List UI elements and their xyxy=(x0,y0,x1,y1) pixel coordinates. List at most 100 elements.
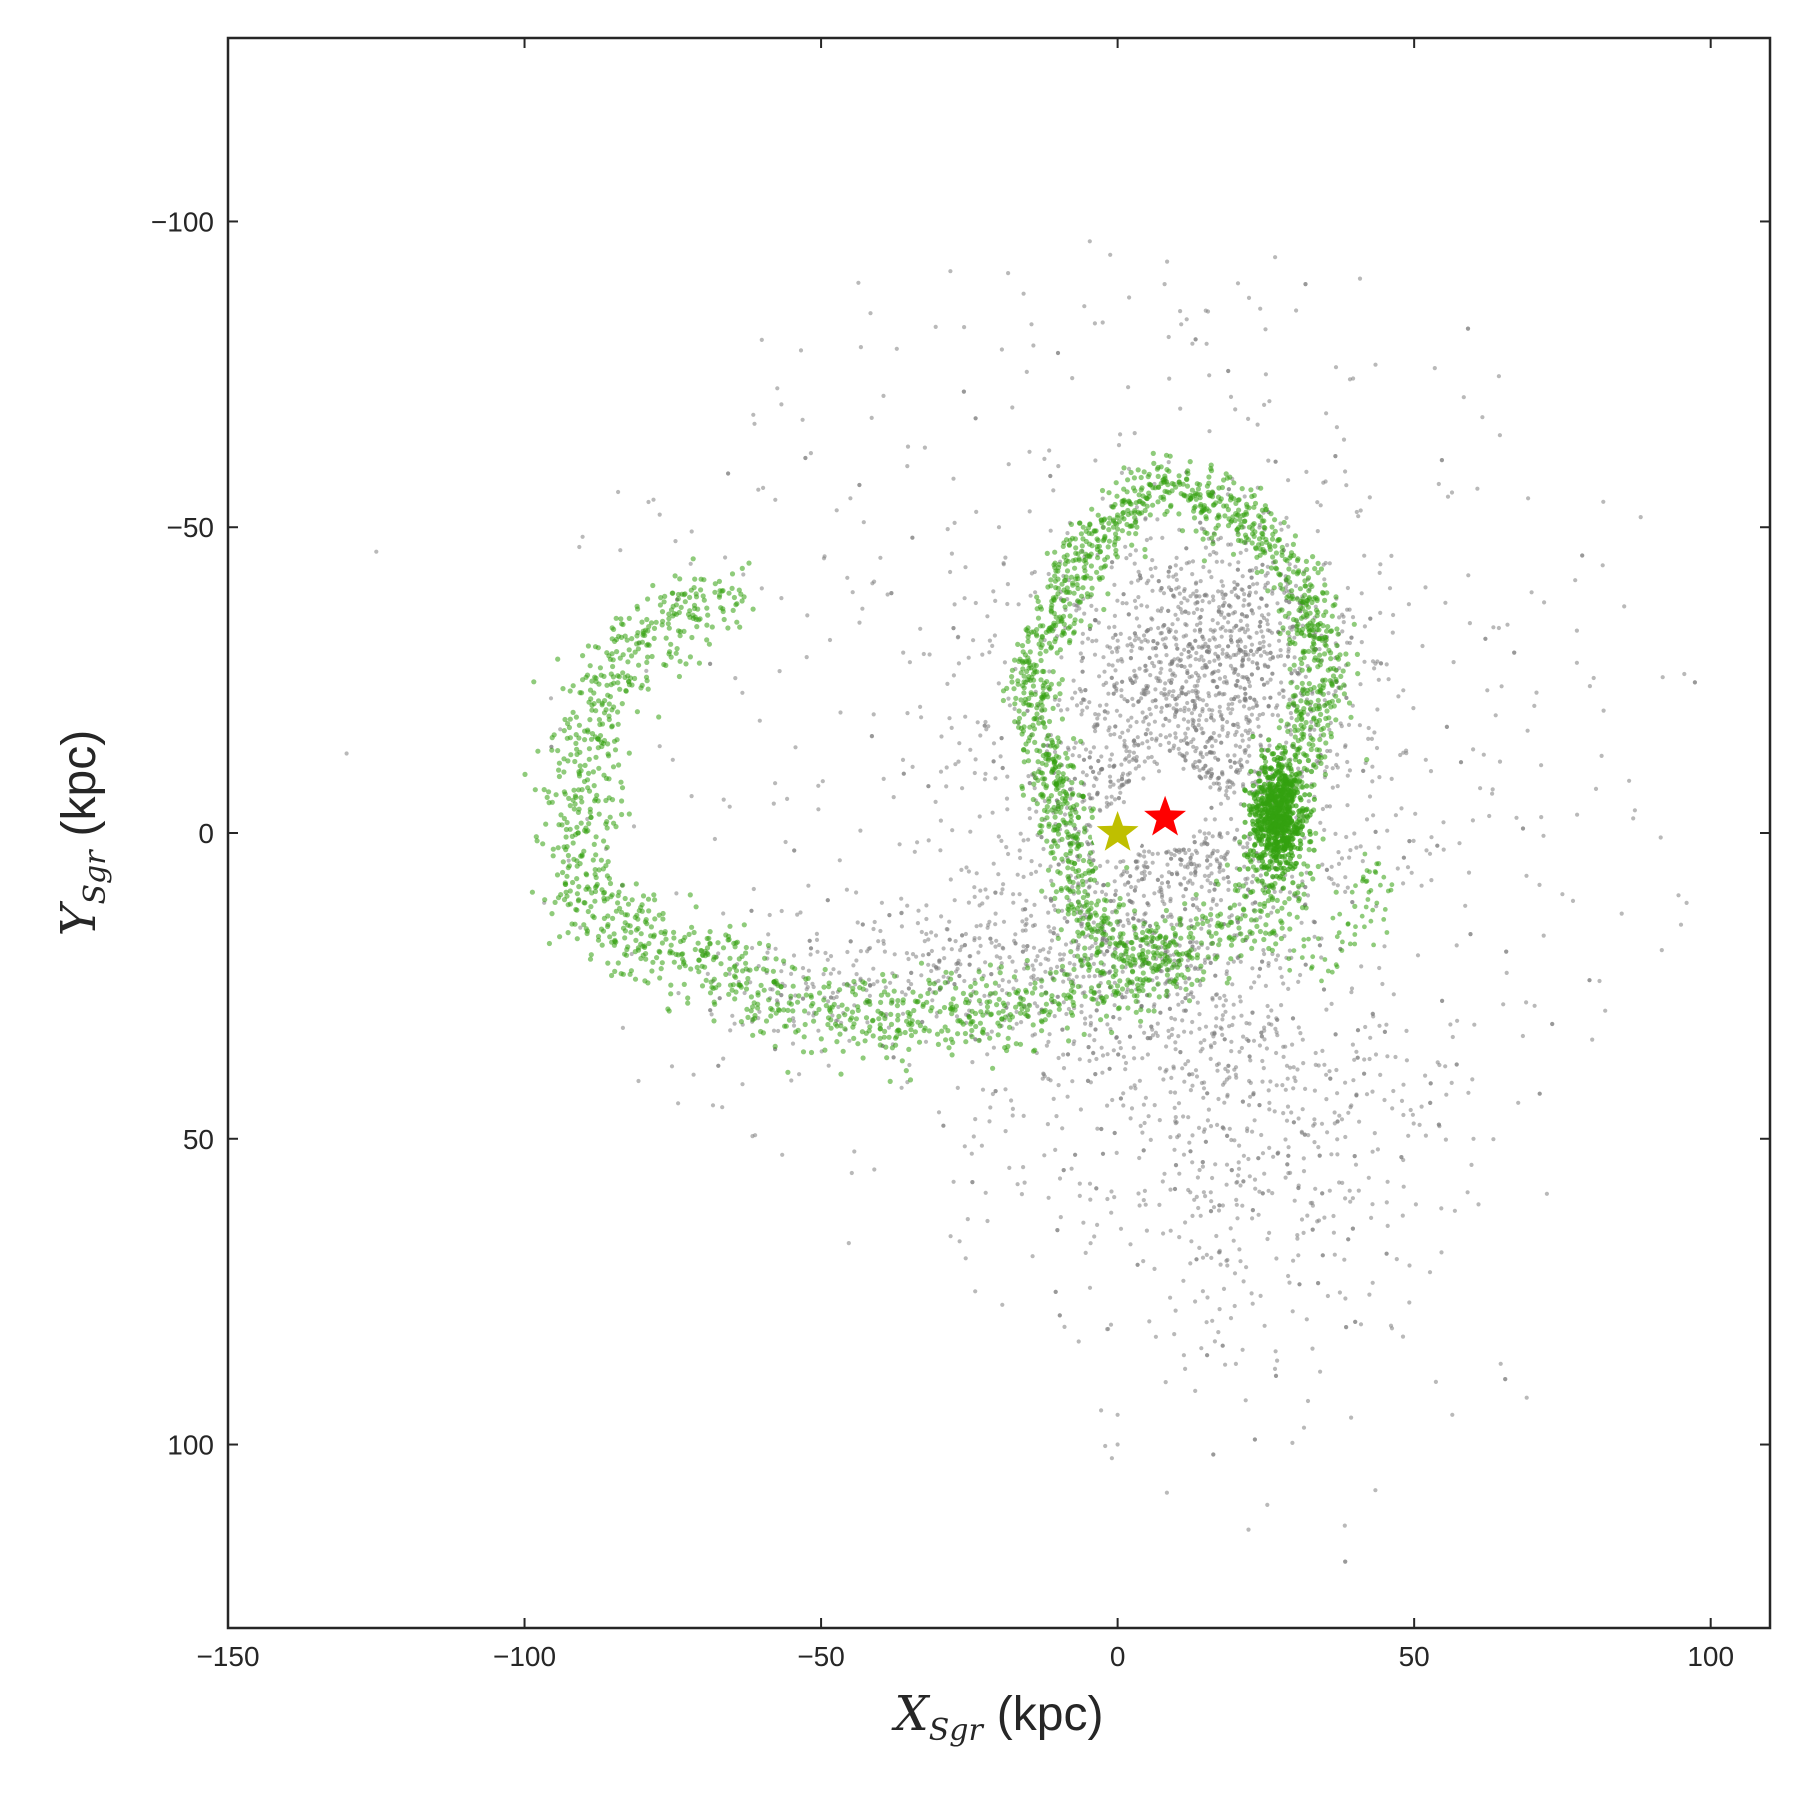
halo-point xyxy=(1228,1226,1233,1231)
halo-point xyxy=(1483,636,1488,641)
halo-point xyxy=(558,727,563,732)
halo-point xyxy=(1182,1029,1187,1034)
halo-point xyxy=(1166,1035,1172,1040)
halo-point xyxy=(1144,537,1149,543)
halo-point xyxy=(1529,590,1534,595)
halo-point xyxy=(1242,598,1247,603)
halo-point xyxy=(1094,638,1099,643)
halo-point xyxy=(1251,1038,1257,1043)
halo-point xyxy=(1111,782,1116,787)
halo-point xyxy=(1122,738,1127,743)
halo-point xyxy=(1137,624,1142,629)
halo-point xyxy=(876,939,881,944)
halo-point xyxy=(1258,619,1263,625)
halo-point xyxy=(1251,582,1256,587)
halo-point xyxy=(1132,668,1137,673)
halo-point xyxy=(1220,559,1225,564)
halo-point xyxy=(1058,1215,1063,1220)
stream-point xyxy=(881,978,887,984)
halo-point xyxy=(881,776,886,782)
halo-point xyxy=(1088,1241,1093,1246)
stream-point xyxy=(531,679,537,685)
halo-point xyxy=(1158,885,1163,890)
halo-point xyxy=(1093,729,1098,734)
halo-point xyxy=(948,569,953,575)
halo-point xyxy=(1120,969,1125,974)
halo-point xyxy=(1268,657,1273,662)
halo-point xyxy=(1186,649,1191,654)
halo-point xyxy=(1030,1254,1035,1259)
halo-point xyxy=(1207,889,1212,894)
halo-point xyxy=(1217,605,1222,610)
halo-point xyxy=(1176,724,1181,729)
halo-point xyxy=(1246,657,1251,662)
halo-point xyxy=(1132,598,1138,604)
halo-point xyxy=(1248,695,1253,700)
halo-point xyxy=(1043,969,1048,974)
halo-point xyxy=(1196,1205,1201,1211)
halo-point xyxy=(1235,1179,1240,1185)
halo-point xyxy=(1169,1032,1174,1037)
halo-point xyxy=(1197,713,1203,718)
halo-point xyxy=(993,890,998,895)
halo-point xyxy=(1377,965,1382,971)
halo-point xyxy=(1524,873,1529,878)
halo-point xyxy=(905,903,910,908)
halo-point xyxy=(1126,892,1131,897)
halo-point xyxy=(1091,920,1096,925)
halo-point xyxy=(753,1133,758,1138)
halo-point xyxy=(1094,777,1099,782)
halo-point xyxy=(1341,437,1347,442)
halo-point xyxy=(1188,663,1193,668)
halo-point xyxy=(1127,749,1132,754)
halo-point xyxy=(1167,718,1172,723)
halo-point xyxy=(1377,775,1382,780)
halo-point xyxy=(1186,707,1191,712)
halo-point xyxy=(1189,1239,1194,1244)
halo-point xyxy=(1266,1088,1271,1093)
halo-point xyxy=(1183,887,1188,892)
halo-point xyxy=(914,954,919,959)
stream-point xyxy=(687,892,693,898)
halo-point xyxy=(1242,494,1247,499)
halo-point xyxy=(1174,708,1179,713)
stream-point xyxy=(770,968,777,974)
halo-point xyxy=(1291,1258,1296,1263)
stream-point xyxy=(988,991,994,997)
halo-point xyxy=(1113,724,1118,729)
halo-point xyxy=(1207,707,1212,712)
halo-point xyxy=(1105,949,1110,954)
halo-point xyxy=(1138,576,1143,581)
halo-point xyxy=(1237,647,1242,652)
halo-point xyxy=(1217,733,1222,738)
halo-point xyxy=(899,896,904,901)
stream-point xyxy=(730,982,737,988)
halo-point xyxy=(1241,1179,1246,1184)
halo-point xyxy=(1235,281,1241,286)
halo-point xyxy=(1007,955,1012,960)
halo-point xyxy=(1112,797,1118,802)
halo-point xyxy=(972,885,977,890)
stream-point xyxy=(1202,915,1208,921)
stream-point xyxy=(790,983,796,989)
stream-point xyxy=(894,1003,901,1009)
halo-point xyxy=(905,711,910,716)
stream-point xyxy=(572,758,578,765)
halo-point xyxy=(1574,660,1579,665)
halo-point xyxy=(1211,781,1216,786)
stream-point xyxy=(1231,935,1237,941)
halo-point xyxy=(1214,1062,1220,1068)
halo-point xyxy=(1385,1054,1390,1059)
halo-point xyxy=(1451,660,1456,665)
halo-point xyxy=(1281,1054,1286,1059)
halo-point xyxy=(1216,1330,1221,1335)
halo-point xyxy=(1098,863,1103,869)
halo-point xyxy=(1185,992,1190,997)
halo-point xyxy=(1144,686,1149,691)
halo-point xyxy=(1301,1425,1307,1430)
stream-point xyxy=(1228,956,1234,962)
halo-point xyxy=(993,911,998,916)
halo-point xyxy=(1114,1035,1119,1040)
halo-point xyxy=(1221,876,1226,881)
halo-point xyxy=(959,944,964,949)
